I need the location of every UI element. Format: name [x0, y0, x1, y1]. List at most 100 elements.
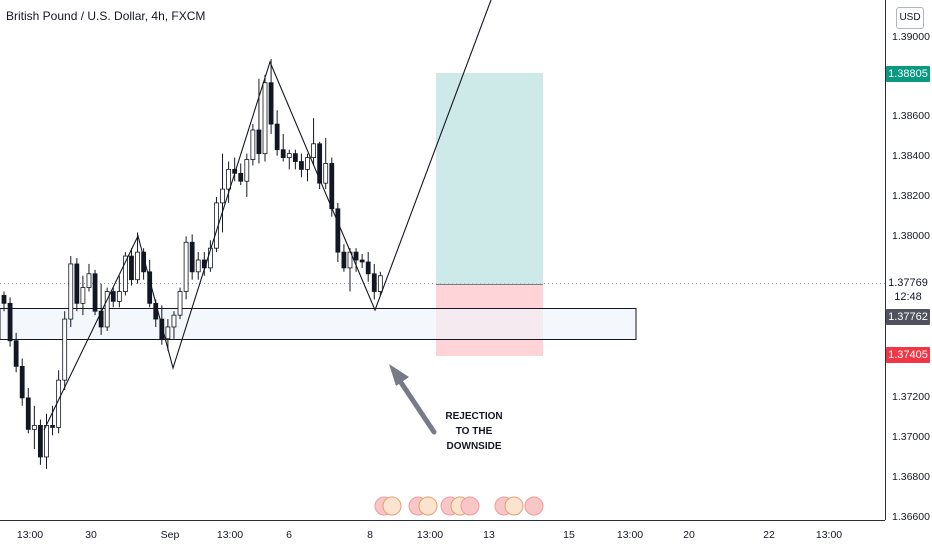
- candle: [177, 287, 183, 320]
- event-flag-icon: [524, 496, 544, 516]
- candle-body: [371, 273, 377, 292]
- currency-button[interactable]: USD: [896, 7, 924, 29]
- candle: [220, 153, 225, 233]
- candle: [189, 234, 195, 280]
- economic-events[interactable]: [374, 496, 544, 516]
- candle-body: [280, 149, 286, 158]
- stop-price-tag: 1.37405: [886, 347, 930, 363]
- annotation-line-2: TO THE: [456, 426, 493, 437]
- candle: [311, 118, 316, 166]
- candle-body: [341, 251, 347, 269]
- candle-body: [98, 310, 104, 328]
- candle-body: [274, 123, 280, 151]
- candle-body: [244, 159, 250, 182]
- candle: [123, 252, 128, 296]
- candle-body: [377, 275, 383, 292]
- candle: [92, 269, 98, 316]
- candle: [274, 110, 280, 156]
- candle: [280, 133, 286, 162]
- x-tick-label: 13:00: [217, 529, 243, 541]
- candle: [226, 161, 231, 203]
- target-price-tag: 1.38805: [886, 66, 930, 82]
- candle: [317, 141, 323, 190]
- candle-body: [323, 163, 329, 184]
- candle: [62, 311, 68, 390]
- candle: [335, 202, 341, 262]
- candle: [250, 124, 256, 166]
- candle: [110, 287, 116, 308]
- candle: [31, 405, 37, 450]
- candle: [86, 263, 92, 292]
- event-flag-icon: [382, 496, 402, 516]
- candle-body: [268, 82, 274, 125]
- countdown-tag: 12:48: [886, 290, 930, 304]
- candle-body: [153, 302, 159, 320]
- candle-body: [292, 153, 298, 162]
- candle: [13, 332, 19, 373]
- x-tick-label: 6: [286, 529, 292, 541]
- candle-body: [62, 318, 68, 381]
- candle: [341, 244, 347, 272]
- candle-body: [220, 188, 225, 204]
- candle-body: [335, 208, 341, 253]
- candle-body: [74, 263, 80, 304]
- rejection-annotation: REJECTION TO THE DOWNSIDE: [445, 411, 502, 452]
- candle: [183, 236, 189, 300]
- y-tick-label: 1.38000: [892, 230, 930, 242]
- candles-group: [1, 59, 383, 469]
- candle-body: [44, 425, 49, 458]
- candle-body: [189, 241, 195, 273]
- candle-body: [365, 261, 371, 275]
- candle: [377, 271, 383, 296]
- candle: [256, 78, 262, 164]
- y-axis: 1.39000 1.38600 1.38400 1.38200 1.38000 …: [892, 31, 930, 523]
- x-tick-label: 30: [85, 529, 97, 541]
- y-tick-label: 1.36800: [892, 471, 930, 483]
- candle-body: [159, 318, 165, 340]
- y-tick-label: 1.38400: [892, 150, 930, 162]
- candle-body: [359, 259, 365, 263]
- candle-body: [7, 302, 13, 342]
- candle-body: [305, 157, 310, 170]
- candle: [129, 248, 134, 286]
- candle-body: [68, 263, 74, 320]
- candle: [1, 291, 7, 312]
- swing-pattern-line[interactable]: [43, 0, 492, 431]
- candle-body: [226, 168, 231, 190]
- candle-body: [38, 425, 43, 458]
- chart-title: British Pound / U.S. Dollar, 4h, FXCM: [6, 9, 206, 23]
- candle-body: [116, 291, 122, 302]
- candle: [7, 297, 13, 347]
- x-tick-label: 22: [763, 529, 775, 541]
- x-axis: 13:00 30 Sep 13:00 6 8 13:00 13 15 13:00…: [17, 529, 842, 541]
- candle-body: [262, 82, 268, 155]
- candle: [323, 137, 329, 190]
- candle: [135, 232, 140, 284]
- candle: [165, 319, 171, 351]
- candle: [305, 153, 310, 182]
- annotation-line-3: DOWNSIDE: [447, 441, 502, 452]
- candle: [116, 275, 122, 308]
- candle: [171, 311, 177, 339]
- candle: [262, 74, 268, 162]
- candle-body: [286, 153, 292, 158]
- x-tick-label: 13:00: [816, 529, 842, 541]
- candle-body: [135, 251, 140, 281]
- y-tick-label: 1.36600: [892, 511, 930, 523]
- y-tick-label: 1.38200: [892, 190, 930, 202]
- annotation-line-1: REJECTION: [445, 411, 502, 422]
- take-profit-zone[interactable]: [436, 73, 543, 284]
- candle-body: [171, 314, 177, 328]
- candle-body: [92, 273, 98, 312]
- candle: [292, 149, 298, 170]
- candle: [299, 153, 304, 178]
- zone-price-tag: 1.37762: [886, 309, 930, 325]
- candle-body: [123, 255, 128, 292]
- x-tick-label: 13:00: [17, 529, 43, 541]
- candle-body: [238, 172, 244, 182]
- candle-body: [31, 425, 37, 430]
- candle: [238, 163, 244, 186]
- candle-body: [165, 326, 171, 340]
- candle: [268, 59, 274, 134]
